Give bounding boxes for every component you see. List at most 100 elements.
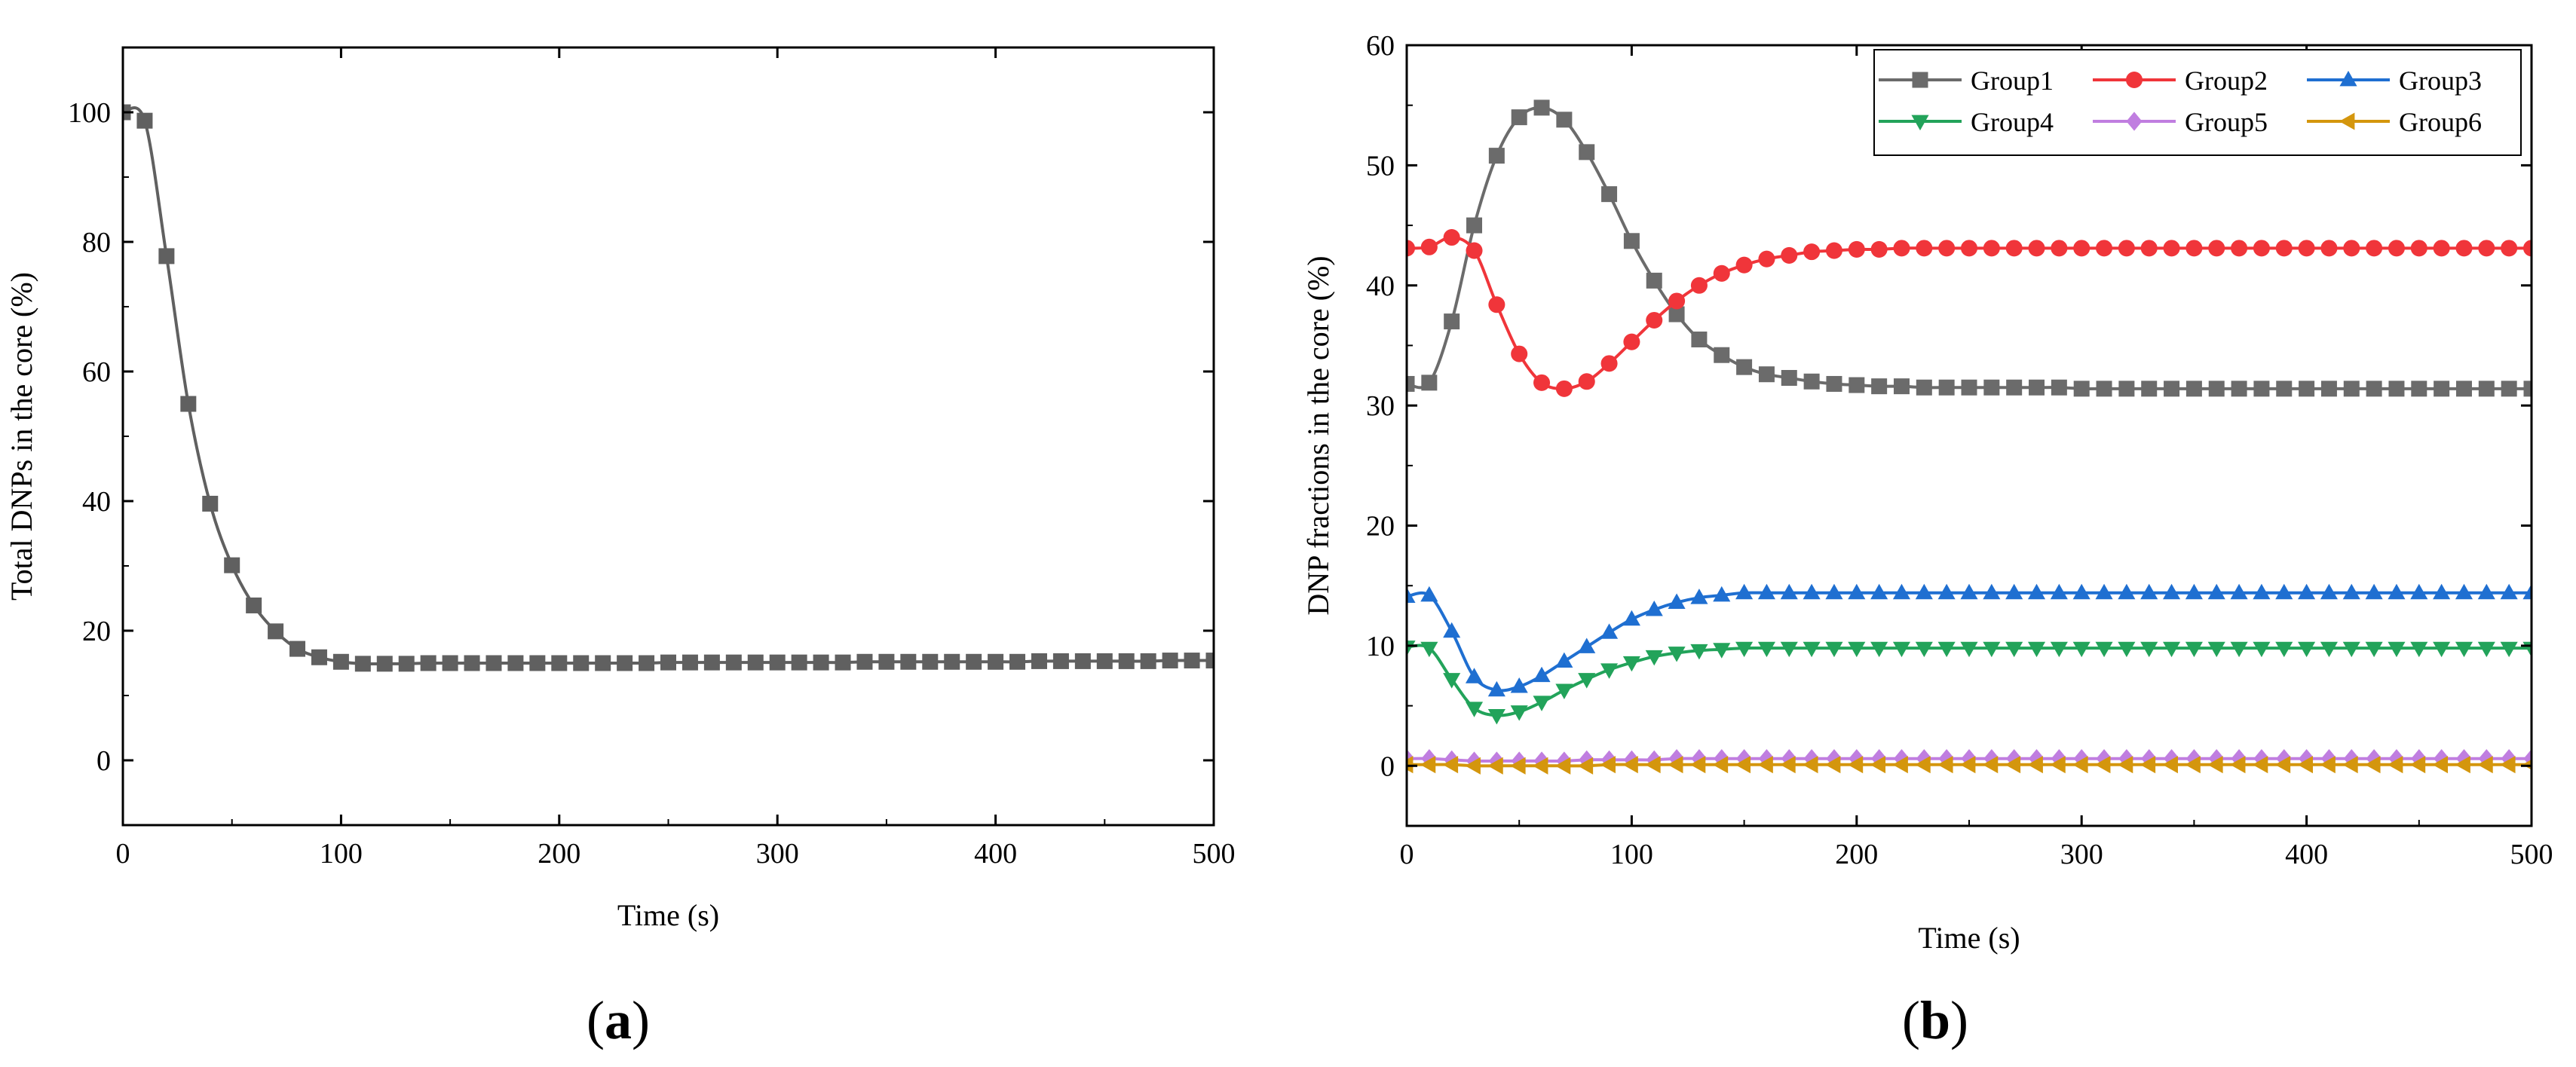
data-point-group1-360	[2208, 381, 2225, 397]
data-point-group1-440	[2388, 381, 2405, 397]
data-point-total-dnps-270	[703, 654, 720, 671]
data-point-group2-210	[1870, 240, 1888, 258]
data-point-group2-190	[1825, 242, 1842, 259]
data-point-total-dnps-350	[878, 653, 895, 670]
data-point-group6-380	[2252, 756, 2268, 774]
y-tick-label-b-40: 40	[1366, 271, 1395, 302]
data-point-total-dnps-60	[246, 597, 262, 613]
data-point-group2-110	[1646, 311, 1663, 329]
data-point-group2-50	[1511, 345, 1528, 362]
data-point-group6-400	[2297, 756, 2313, 774]
data-point-total-dnps-340	[856, 653, 873, 670]
data-point-group6-270	[2005, 756, 2021, 774]
y-tick-label-a-0: 0	[96, 745, 111, 777]
data-point-group3-0	[1407, 587, 1416, 603]
data-point-group4-340	[2163, 641, 2181, 658]
data-point-group1-40	[1488, 148, 1505, 164]
data-point-group4-450	[2410, 641, 2428, 658]
data-point-total-dnps-330	[835, 654, 851, 671]
y-tick-label-a-80: 80	[82, 227, 111, 258]
data-point-group2-260	[1983, 240, 2000, 257]
data-point-group4-140	[1713, 643, 1731, 659]
data-point-group1-200	[1849, 377, 1865, 393]
data-point-total-dnps-410	[1009, 653, 1026, 670]
plot-frame-a	[121, 46, 1215, 827]
data-point-group3-240	[1937, 583, 1956, 600]
chart-panel-a: 0 100 200 300 400 500 0 20 40 60 80 100 Time (s) Tota…	[5, 46, 1236, 1050]
data-point-group1-460	[2434, 381, 2450, 397]
data-point-group1-310	[2096, 381, 2112, 397]
data-point-group6-460	[2432, 756, 2449, 774]
data-point-total-dnps-440	[1074, 653, 1091, 669]
data-point-group2-220	[1893, 240, 1910, 257]
data-point-group1-110	[1646, 272, 1662, 289]
series-markers-group3	[1407, 583, 2532, 697]
data-point-group1-130	[1691, 331, 1708, 347]
data-point-total-dnps-480	[1162, 653, 1178, 669]
data-point-group4-440	[2388, 641, 2406, 658]
data-point-group1-210	[1871, 378, 1888, 395]
data-point-group6-350	[2185, 756, 2201, 774]
data-point-group2-150	[1735, 256, 1753, 274]
y-tick-label-b-50: 50	[1366, 150, 1395, 182]
data-point-group1-10	[1421, 375, 1438, 391]
data-point-group2-380	[2253, 240, 2270, 257]
data-point-group2-70	[1555, 380, 1573, 397]
legend-label-group5: Group5	[2185, 107, 2268, 137]
data-point-group2-60	[1533, 374, 1551, 391]
data-point-group3-20	[1443, 622, 1461, 638]
x-tick-label-a-200: 200	[538, 838, 580, 870]
data-point-group4-90	[1600, 663, 1619, 679]
data-point-group4-470	[2455, 641, 2473, 658]
data-point-group4-430	[2365, 641, 2383, 658]
data-point-group3-440	[2388, 583, 2406, 600]
data-point-group6-0	[1407, 756, 1414, 774]
data-point-group4-60	[1533, 696, 1551, 711]
data-point-group1-380	[2253, 381, 2270, 397]
data-point-total-dnps-70	[268, 623, 284, 640]
legend-box	[1873, 49, 2522, 156]
data-point-total-dnps-90	[311, 649, 327, 665]
data-point-group6-160	[1757, 756, 1773, 774]
data-point-total-dnps-490	[1184, 653, 1200, 669]
data-point-group6-360	[2207, 756, 2223, 774]
data-point-group2-290	[2051, 240, 2068, 257]
data-point-group2-500	[2522, 240, 2532, 257]
data-point-group2-390	[2275, 240, 2293, 257]
data-point-total-dnps-10	[136, 112, 153, 129]
series-markers-group6	[1407, 756, 2532, 775]
data-point-group4-190	[1825, 641, 1843, 658]
data-point-total-dnps-220	[595, 655, 611, 671]
data-point-group1-370	[2231, 381, 2247, 397]
data-point-group1-390	[2276, 381, 2293, 397]
data-point-total-dnps-260	[682, 654, 698, 671]
data-point-group4-350	[2185, 641, 2203, 658]
data-point-group1-230	[1916, 379, 1932, 396]
data-point-group6-50	[1510, 757, 1526, 775]
y-tick-label-b-60: 60	[1366, 30, 1395, 62]
data-point-group2-270	[2005, 240, 2023, 257]
data-point-group2-420	[2343, 240, 2360, 257]
data-point-group6-310	[2094, 756, 2111, 774]
data-point-group1-330	[2141, 381, 2158, 397]
series-markers-group2	[1407, 228, 2532, 397]
data-point-total-dnps-20	[158, 248, 175, 264]
data-point-total-dnps-290	[747, 654, 764, 671]
data-point-group4-170	[1780, 641, 1798, 658]
data-point-group6-390	[2274, 756, 2291, 774]
data-point-group3-400	[2298, 583, 2316, 600]
y-tick-label-a-20: 20	[82, 616, 111, 647]
legend-marker-group2	[2125, 71, 2143, 89]
data-point-group1-250	[1961, 379, 1977, 396]
data-point-group3-350	[2185, 583, 2203, 600]
data-point-group4-50	[1510, 705, 1528, 721]
data-point-group3-290	[2050, 583, 2068, 600]
data-point-group1-170	[1781, 369, 1797, 386]
y-tick-label-b-10: 10	[1366, 631, 1395, 662]
data-point-group2-350	[2185, 240, 2203, 257]
data-point-group2-0	[1407, 240, 1416, 257]
data-point-total-dnps-360	[900, 653, 917, 670]
data-point-group2-10	[1420, 238, 1438, 255]
data-point-group3-340	[2163, 583, 2181, 600]
data-point-group1-400	[2299, 381, 2315, 397]
